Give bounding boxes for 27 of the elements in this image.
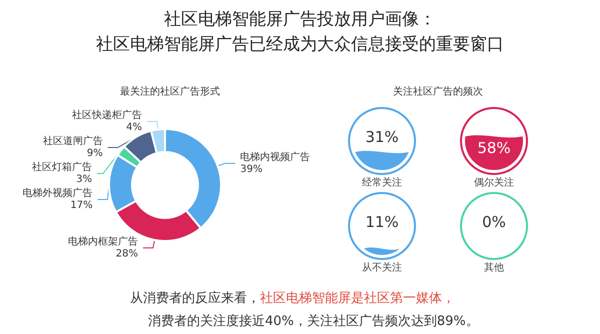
category-label: 经常关注 [362, 176, 402, 188]
data-label: 0% [482, 213, 506, 231]
slice-label: 电梯内框架广告 [68, 235, 138, 248]
slice-label: 社区道闸广告 [42, 135, 103, 148]
text: 消费者的关注度接近40%，关注社区广告频次达到89%。 [148, 313, 479, 329]
text: 关注社区广告的频次 [393, 86, 483, 98]
chart-title: 最关注的社区广告形式 [120, 86, 220, 98]
data-label: 3% [76, 174, 92, 186]
text: 社区电梯智能屏广告投放用户画像： [164, 10, 436, 30]
text: 社区电梯智能屏是社区第一媒体， [260, 291, 455, 306]
data-label: 17% [70, 200, 93, 212]
slice-label: 电梯内视频广告 [240, 150, 310, 163]
category-label: 从不关注 [362, 262, 402, 274]
text: 从消费者的反应来看， [130, 290, 260, 306]
slice-label: 电梯外视频广告 [22, 187, 93, 200]
category-label: 其他 [484, 262, 504, 274]
text: 社区电梯智能屏广告已经成为大众信息接受的重要窗口 [96, 34, 504, 54]
data-label: 4% [126, 122, 142, 134]
slice-label: 社区灯箱广告 [32, 161, 92, 174]
category-label: 偶尔关注 [474, 176, 514, 188]
data-label: 39% [240, 164, 262, 175]
data-label: 28% [116, 248, 138, 260]
data-label: 11% [365, 213, 399, 231]
data-label: 31% [365, 128, 399, 146]
data-label: 58% [477, 139, 511, 157]
slice-label: 社区快递柜广告 [72, 109, 142, 122]
data-label: 9% [86, 148, 103, 160]
